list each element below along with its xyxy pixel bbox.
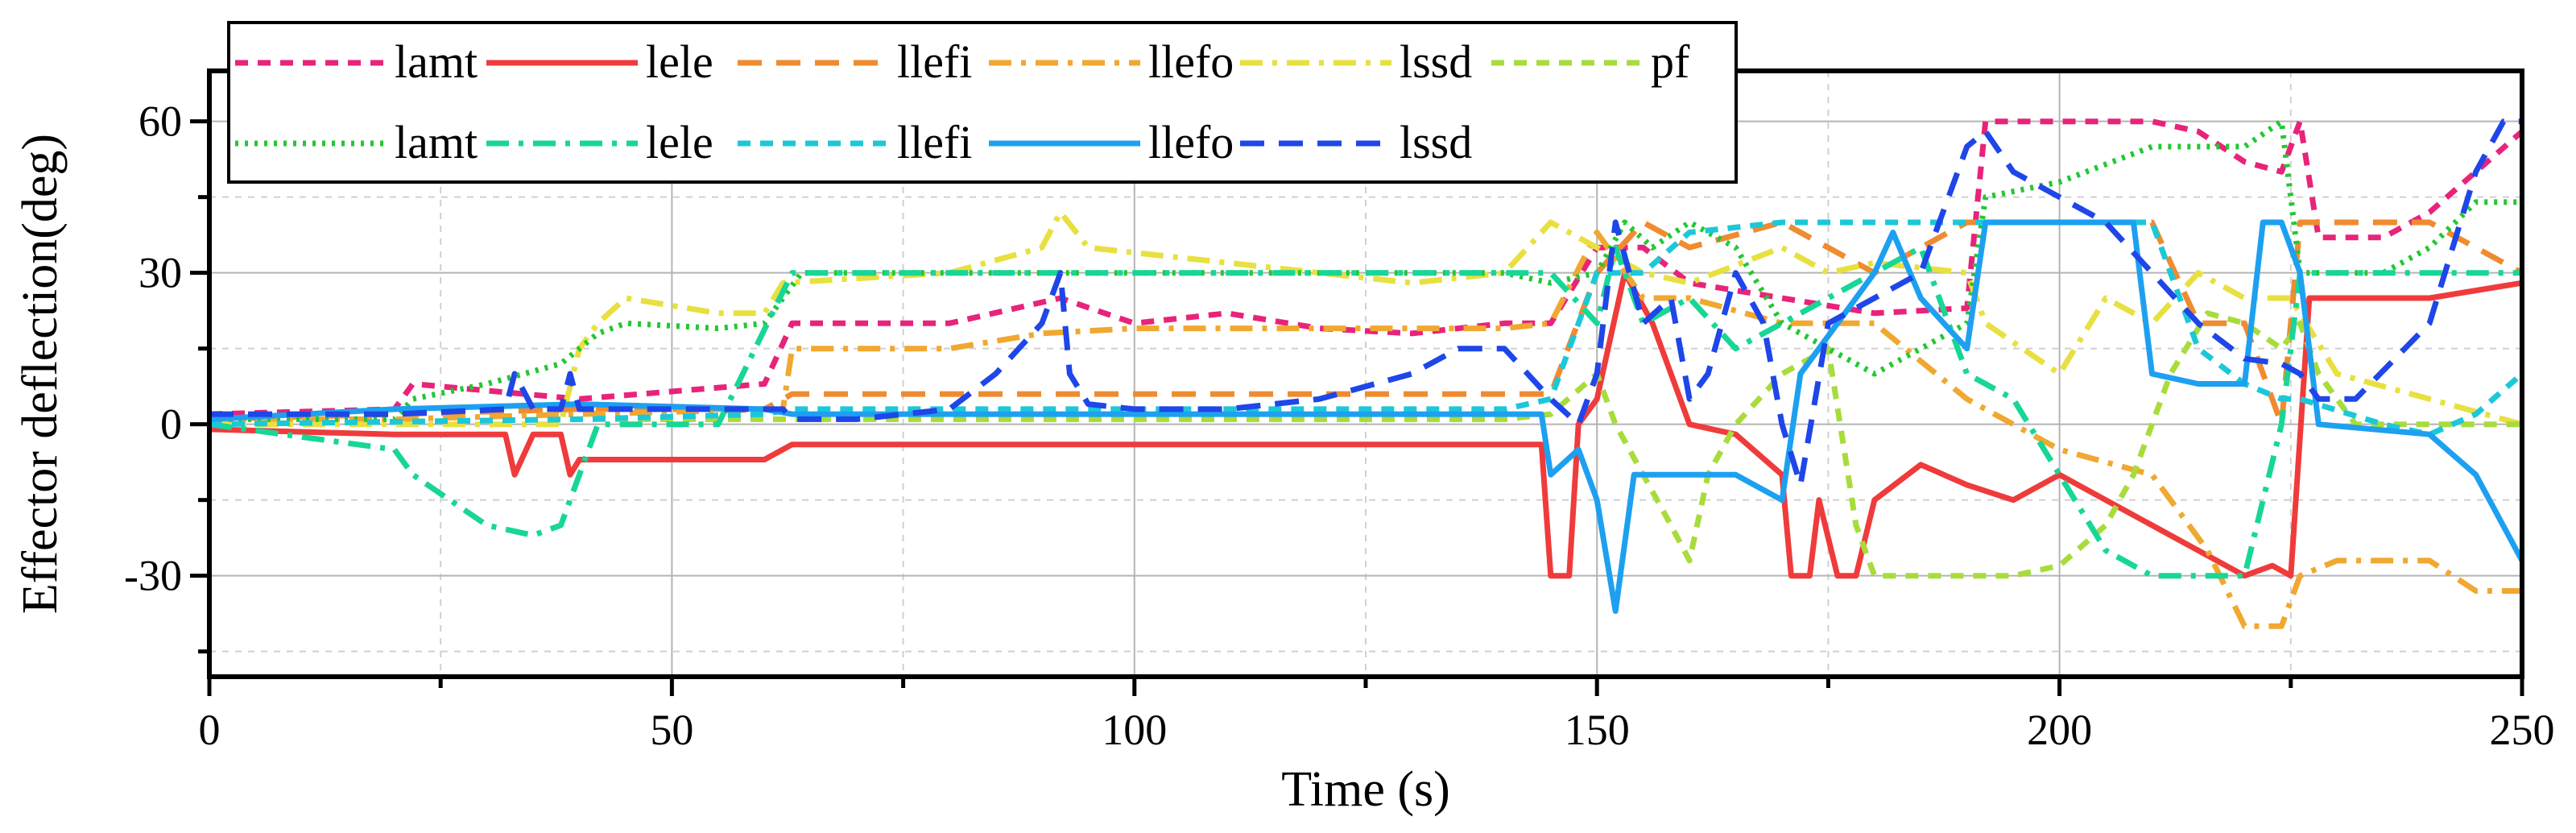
series-line-lssd-4 (209, 209, 2522, 428)
legend-label: llefo (1148, 35, 1234, 88)
legend-label: lele (646, 116, 713, 168)
x-tick-label: 50 (650, 706, 693, 754)
y-tick-label: 60 (139, 97, 182, 146)
legend-label: lamt (395, 35, 478, 88)
x-tick-label: 250 (2490, 706, 2555, 754)
x-tick-label: 100 (1102, 706, 1167, 754)
series-lines (209, 118, 2522, 629)
legend-label: lssd (1400, 35, 1472, 88)
series-line-llefo-3 (209, 230, 2522, 629)
legend-label: lamt (395, 116, 478, 168)
legend-label: lssd (1400, 116, 1472, 168)
y-tick-label: -30 (124, 552, 182, 600)
x-tick-label: 150 (1565, 706, 1630, 754)
legend-label: llefo (1148, 116, 1234, 168)
series-line-lele-1 (209, 270, 2522, 579)
series-line-lamt-6 (209, 118, 2522, 422)
y-tick-label: 0 (160, 400, 182, 449)
legend-box (227, 21, 1738, 184)
x-axis-title: Time (s) (1281, 762, 1450, 817)
x-tick-label: 0 (199, 706, 221, 754)
series-line-lamt-0 (209, 118, 2522, 417)
legend: lamt lele llefi llefo lssd pf lamt lele llefi lle… (227, 21, 1738, 184)
x-tick-label: 200 (2027, 706, 2092, 754)
series-line-llefi-8 (209, 219, 2522, 437)
legend-label: pf (1651, 35, 1690, 88)
legend-label: llefi (897, 35, 972, 88)
y-axis-title: Effector deflection(deg) (13, 134, 68, 614)
axis-ticks: 0 50 100 150 200 250 -30 0 30 60 (124, 97, 2554, 754)
series-line-llefo-9 (209, 219, 2522, 614)
y-tick-label: 30 (139, 249, 182, 297)
series-line-llefi-2 (209, 219, 2522, 428)
series-line-pf-5 (209, 310, 2522, 579)
legend-label: llefi (897, 116, 972, 168)
legend-label: lele (646, 35, 713, 88)
